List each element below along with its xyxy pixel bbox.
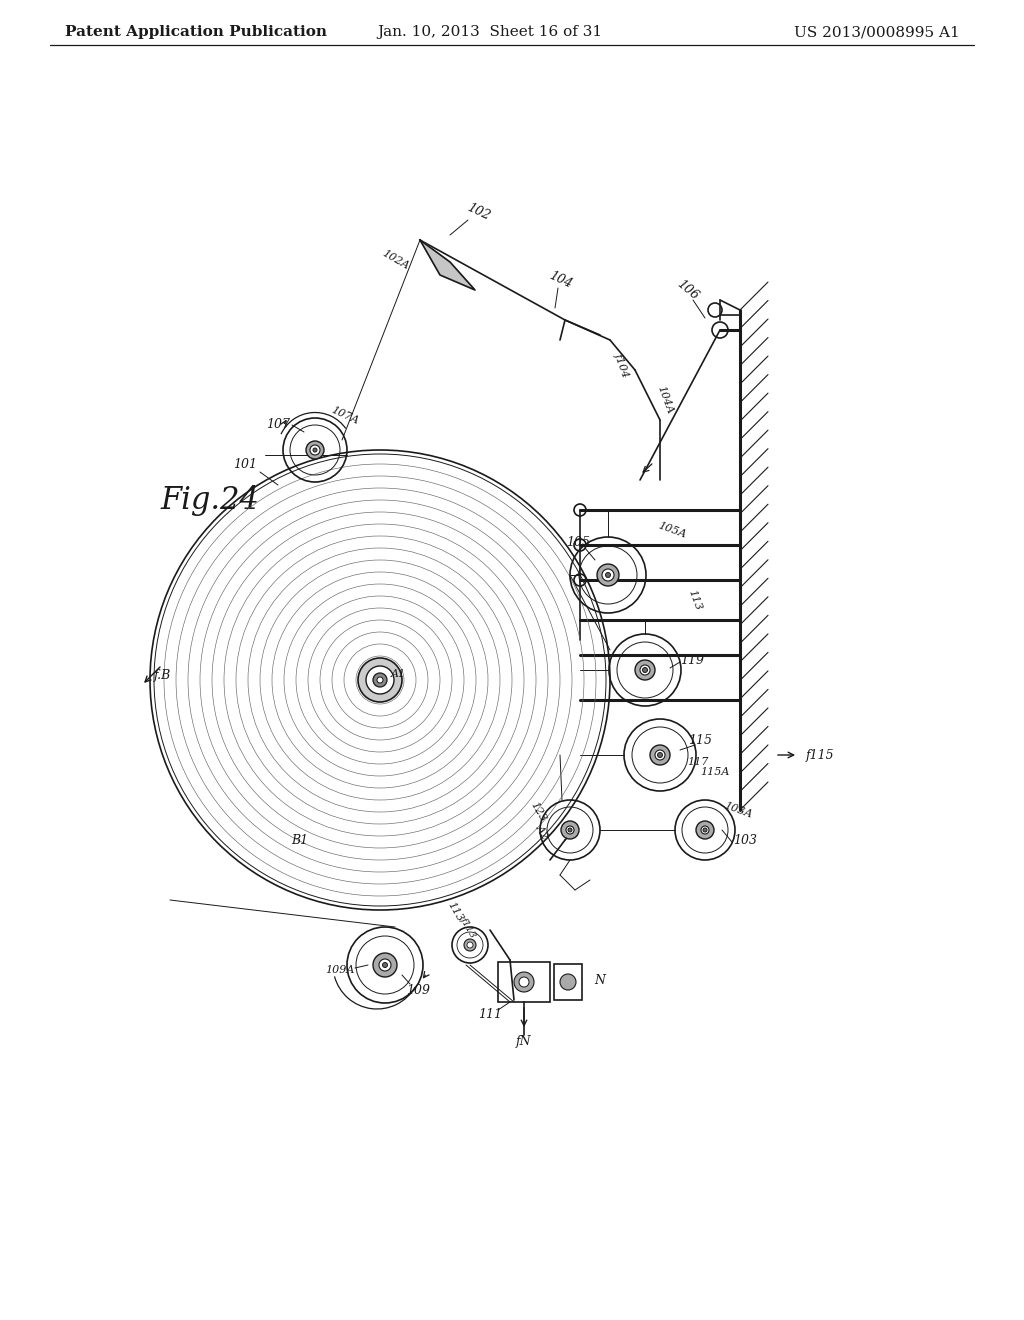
Circle shape [605,573,610,578]
Text: 123: 123 [528,800,548,824]
Text: B1: B1 [292,833,308,846]
Circle shape [379,960,391,972]
Text: 104: 104 [547,269,573,290]
Text: 105: 105 [566,536,590,549]
Polygon shape [420,240,475,290]
Text: 117: 117 [687,756,709,767]
Circle shape [377,677,383,682]
Circle shape [358,657,402,702]
Text: f115: f115 [806,748,835,762]
Circle shape [383,962,387,968]
Circle shape [642,668,647,672]
Circle shape [657,752,663,758]
Text: 115A: 115A [700,767,730,777]
Text: 105A: 105A [656,520,687,540]
Text: 113: 113 [445,900,465,924]
Circle shape [696,821,714,840]
Text: Patent Application Publication: Patent Application Publication [65,25,327,40]
Circle shape [602,569,614,581]
Text: 103A: 103A [723,800,754,820]
Text: 109A: 109A [326,965,354,975]
Circle shape [566,826,574,834]
Text: 107A: 107A [330,404,360,426]
Circle shape [568,828,572,832]
Text: 111: 111 [478,1008,502,1022]
Text: fN: fN [516,1035,531,1048]
Circle shape [313,447,317,451]
Circle shape [635,660,655,680]
Text: 103: 103 [733,833,757,846]
Circle shape [561,821,579,840]
Text: 102A: 102A [380,248,411,272]
Circle shape [467,942,473,948]
Circle shape [366,667,394,694]
Circle shape [560,974,575,990]
Text: 101: 101 [233,458,257,471]
Text: A1: A1 [390,669,406,678]
Text: f.B: f.B [154,668,171,681]
Text: Jan. 10, 2013  Sheet 16 of 31: Jan. 10, 2013 Sheet 16 of 31 [378,25,602,40]
Text: A2: A2 [534,822,550,841]
Text: 115: 115 [688,734,712,747]
Text: N: N [595,974,605,986]
Circle shape [650,744,670,766]
Text: US 2013/0008995 A1: US 2013/0008995 A1 [795,25,961,40]
Circle shape [703,828,707,832]
Text: f104: f104 [613,351,631,379]
Text: 109: 109 [406,983,430,997]
Text: f113: f113 [459,915,477,939]
Text: 107: 107 [266,418,290,432]
Circle shape [640,665,650,675]
Circle shape [373,953,397,977]
Text: 113: 113 [687,589,703,611]
Text: 104A: 104A [655,384,675,416]
Circle shape [597,564,618,586]
Text: 119: 119 [680,653,705,667]
Circle shape [310,445,319,455]
Circle shape [464,939,476,950]
FancyBboxPatch shape [554,964,582,1001]
Circle shape [655,750,665,760]
Circle shape [519,977,529,987]
Text: 106: 106 [675,277,701,302]
Circle shape [373,673,387,686]
Circle shape [306,441,324,459]
Text: Fig.24: Fig.24 [160,484,259,516]
FancyBboxPatch shape [498,962,550,1002]
Circle shape [701,826,709,834]
Circle shape [514,972,534,993]
Text: 102: 102 [464,201,492,223]
